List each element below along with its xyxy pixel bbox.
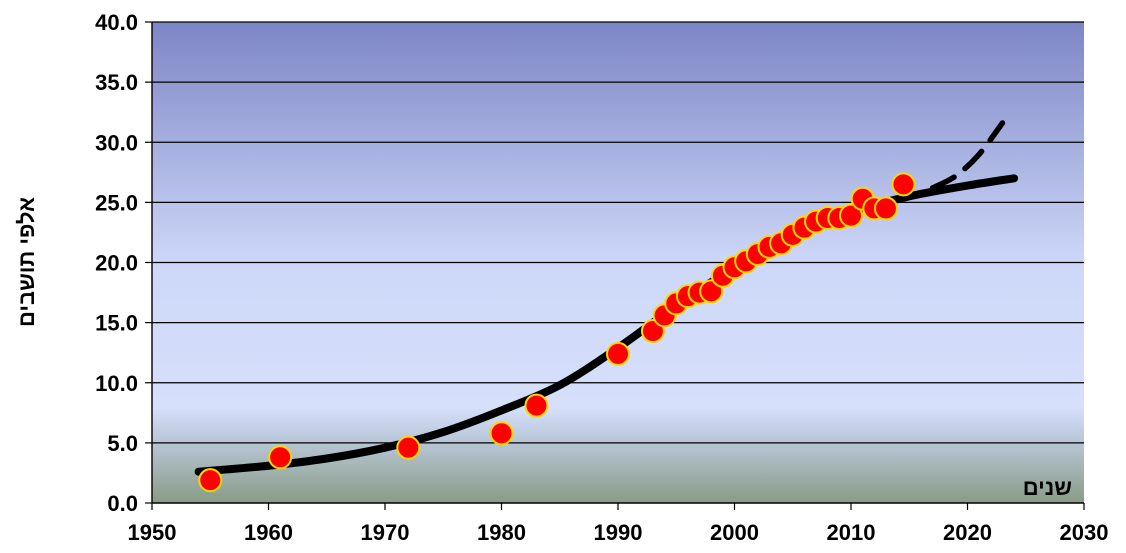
y-tick-label: 5.0 (107, 431, 138, 456)
data-point (839, 203, 863, 228)
x-tick-label: 2010 (827, 520, 876, 545)
data-point (268, 445, 293, 470)
y-axis-title: אלפי תושבים (14, 197, 39, 327)
x-tick-label: 1960 (244, 520, 293, 545)
x-tick-label: 2030 (1060, 520, 1109, 545)
x-tick-label: 1970 (361, 520, 410, 545)
y-tick-label: 10.0 (95, 371, 138, 396)
y-tick-label: 35.0 (95, 70, 138, 95)
data-point (524, 393, 549, 418)
x-tick-label: 1950 (128, 520, 177, 545)
y-tick-label: 0.0 (107, 491, 138, 516)
y-tick-label: 30.0 (95, 130, 138, 155)
y-tick-label: 40.0 (95, 10, 138, 35)
x-tick-label: 2020 (943, 520, 992, 545)
y-tick-labels: 0.0 5.0 10.0 15.0 20.0 25.0 30.0 35.0 40.0 (95, 10, 138, 516)
x-axis-title: שנים (1023, 475, 1072, 500)
axes (145, 21, 1085, 510)
y-tick-label: 20.0 (95, 251, 138, 276)
data-point (873, 196, 898, 221)
x-tick-label: 1990 (594, 520, 643, 545)
data-points (198, 172, 916, 493)
x-tick-label: 1980 (477, 520, 526, 545)
y-tick-label: 25.0 (95, 190, 138, 215)
trend-curve-dashed (929, 120, 1006, 191)
data-point (396, 435, 421, 460)
data-point (198, 468, 223, 493)
x-tick-label: 2000 (710, 520, 759, 545)
gridlines (152, 21, 1084, 444)
data-point (489, 421, 514, 446)
y-tick-label: 15.0 (95, 311, 138, 336)
data-point (891, 172, 916, 197)
x-tick-labels: 1950 1960 1970 1980 1990 2000 2010 2020 2030 (128, 520, 1109, 545)
data-point (606, 341, 630, 366)
